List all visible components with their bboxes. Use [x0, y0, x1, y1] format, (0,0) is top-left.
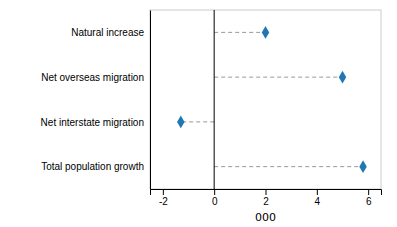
x-tick: 4 [315, 189, 321, 207]
marker [177, 115, 184, 128]
y-axis-line [150, 11, 151, 190]
y-tick: Total population growth [41, 161, 150, 172]
y-tick-label: Net interstate migration [41, 117, 144, 128]
stem [214, 166, 363, 167]
x-tick-mark [368, 189, 369, 195]
stem [214, 77, 342, 78]
y-tick-label: Natural increase [71, 27, 144, 38]
x-tick-label: 4 [315, 196, 321, 207]
x-tick-label: 0 [212, 196, 218, 207]
stem [214, 32, 265, 33]
x-tick-mark [163, 189, 164, 195]
x-tick-label: -2 [159, 196, 168, 207]
x-tick: -2 [159, 189, 168, 207]
y-axis: Natural increase Net overseas migration Ne… [41, 11, 151, 190]
x-tick: 0 [212, 189, 218, 207]
plot: -2 0 2 4 6 Natural increase Net overseas migra… [41, 10, 382, 207]
x-axis-line [151, 190, 382, 196]
chart: -2 0 2 4 6 Natural increase Net overseas migra… [0, 0, 397, 227]
x-tick: 6 [366, 189, 372, 207]
x-tick-mark [266, 189, 267, 195]
marker [262, 26, 269, 39]
y-tick: Natural increase [71, 27, 150, 38]
zero-line [214, 10, 215, 189]
x-tick-mark [214, 189, 215, 195]
x-tick-label: 6 [366, 196, 372, 207]
marks [177, 10, 367, 189]
plot-frame [150, 10, 381, 189]
y-tick-label: Total population growth [41, 161, 144, 172]
y-tick: Net overseas migration [41, 72, 150, 83]
y-tick-label: Net overseas migration [41, 72, 144, 83]
x-tick-label: 2 [263, 196, 269, 207]
stem [181, 121, 214, 122]
x-axis: -2 0 2 4 6 [151, 189, 382, 207]
y-tick: Net interstate migration [41, 117, 150, 128]
x-axis-title: 000 [255, 211, 276, 224]
marker [339, 71, 346, 84]
x-tick-mark [317, 189, 318, 195]
marker [359, 160, 366, 173]
x-tick: 2 [263, 189, 269, 207]
